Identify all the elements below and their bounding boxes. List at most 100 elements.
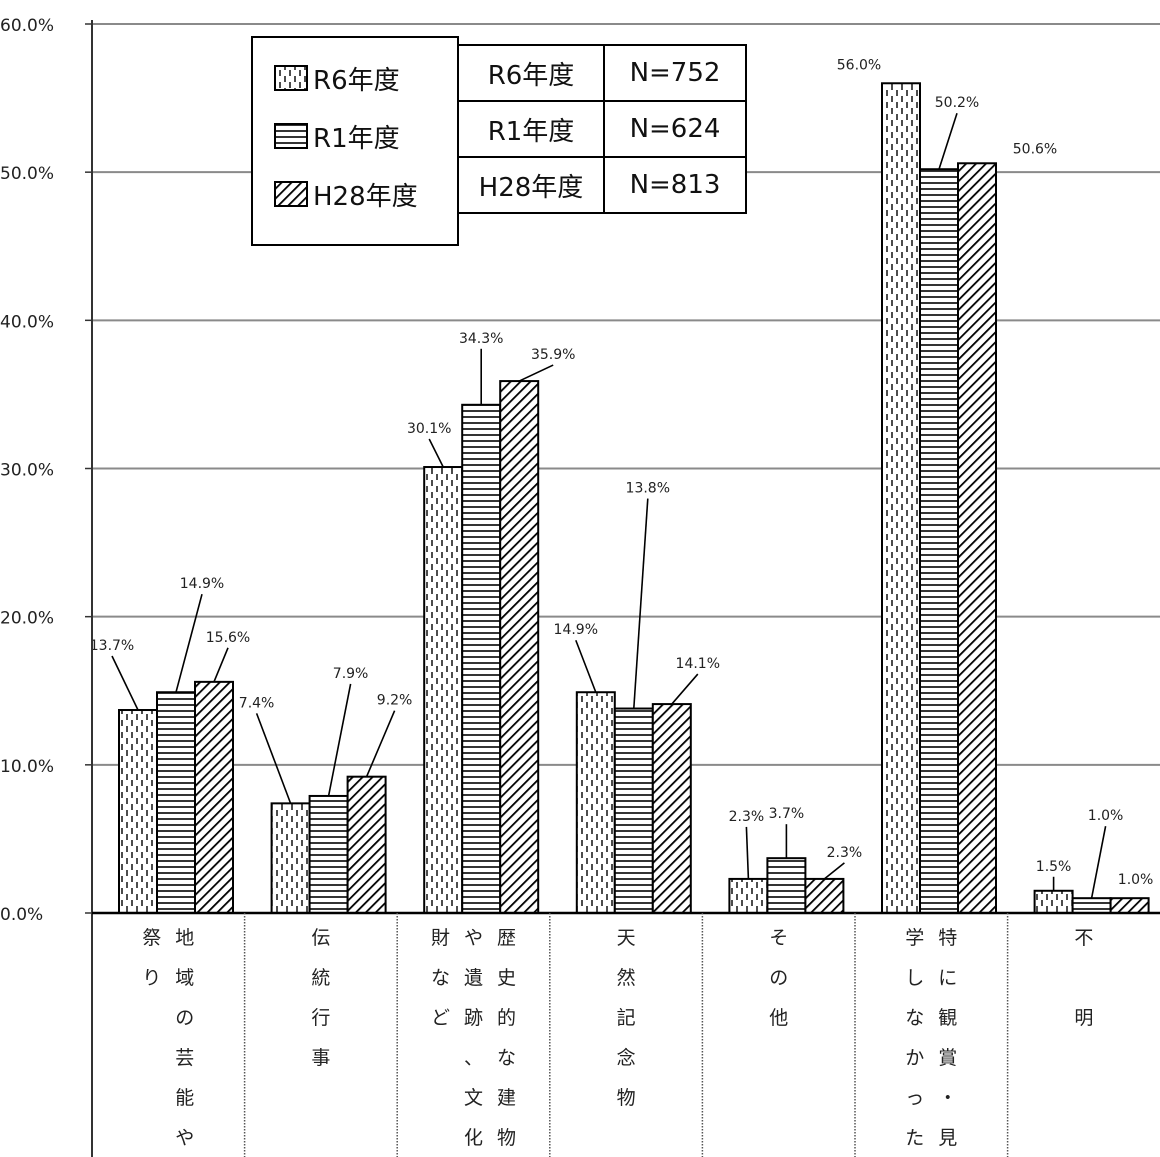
category-label-char: 物 xyxy=(497,1127,516,1149)
bar xyxy=(346,775,387,914)
category-label-char: た xyxy=(905,1127,924,1149)
leader-line xyxy=(213,647,229,683)
leader-line xyxy=(745,826,750,879)
data-label: 15.6% xyxy=(206,630,250,646)
category-label-char: 化 xyxy=(464,1127,483,1149)
y-tick-label: 40.0% xyxy=(0,312,54,332)
category-label-char: 明 xyxy=(1074,1007,1093,1029)
y-tick-label: 60.0% xyxy=(0,16,54,36)
legend-item-h28: H28年度 xyxy=(273,176,418,212)
bar xyxy=(423,466,464,914)
data-label: 14.9% xyxy=(180,576,224,592)
sample-size-row: R6年度 N=752 xyxy=(457,44,747,102)
legend-swatch-diag xyxy=(274,181,308,207)
data-label: 35.9% xyxy=(531,347,575,363)
bar xyxy=(575,691,616,915)
category-label-char: 事 xyxy=(311,1047,330,1069)
data-label: 13.8% xyxy=(626,481,670,497)
category-label-char: 祭 xyxy=(142,927,161,949)
bar xyxy=(1033,889,1074,915)
category-label-char: の xyxy=(175,1007,194,1029)
category-label-char: 建 xyxy=(497,1087,516,1109)
data-labels: 13.7% 14.9% 15.6% 7.4% 7.9% 9.2% 30.1% 34.3% 35.… xyxy=(90,57,1154,899)
year-cell: R6年度 xyxy=(457,44,605,102)
bar xyxy=(651,703,692,915)
axes xyxy=(91,20,1160,1157)
category-label-char: 不 xyxy=(1074,927,1093,949)
data-label: 1.0% xyxy=(1088,808,1124,824)
bar xyxy=(613,707,654,915)
data-label: 14.9% xyxy=(554,622,598,638)
category-label-char: の xyxy=(769,967,788,989)
leader-line xyxy=(175,594,203,693)
leader-line xyxy=(823,862,845,880)
data-label: 50.2% xyxy=(935,95,979,111)
bar xyxy=(156,691,196,915)
data-label: 9.2% xyxy=(377,693,413,709)
leader-line xyxy=(938,112,958,170)
category-label-char: 統 xyxy=(311,967,330,989)
category-label-char: 物 xyxy=(617,1087,636,1109)
year-cell: R1年度 xyxy=(457,100,605,158)
category-label-char: 天 xyxy=(617,927,636,949)
data-label: 2.3% xyxy=(729,809,765,825)
category-label-char: 遺 xyxy=(464,967,483,989)
leader-line xyxy=(518,364,554,382)
category-label-char: な xyxy=(905,1007,924,1029)
category-labels: 地域の芸能や祭り伝統行事歴史的な建物や遺跡、文化財など天然記念物その他特に観賞・… xyxy=(142,927,1093,1149)
legend-label: R6年度 xyxy=(313,65,400,96)
category-label-char: 歴 xyxy=(497,927,516,949)
category-label-char: 然 xyxy=(617,967,636,989)
y-tick-label: 20.0% xyxy=(0,609,54,629)
bar xyxy=(499,380,540,914)
data-label: 56.0% xyxy=(837,57,881,73)
category-label-char: っ xyxy=(905,1087,924,1109)
data-label: 3.7% xyxy=(769,806,805,822)
leader-line xyxy=(327,683,352,797)
bar xyxy=(461,403,502,914)
category-label-char: な xyxy=(431,967,450,989)
legend-swatch-dots xyxy=(274,65,308,91)
bar xyxy=(881,82,921,915)
leader-line xyxy=(428,438,444,468)
y-tick-label: 0.0% xyxy=(0,905,43,925)
data-label: 30.1% xyxy=(407,421,451,437)
data-label: 1.5% xyxy=(1036,859,1072,875)
n-cell: N=624 xyxy=(603,100,747,158)
y-axis-ticks: 0.0% 10.0% 20.0% 30.0% 40.0% 50.0% 60.0% xyxy=(0,16,92,925)
data-label: 2.3% xyxy=(827,845,863,861)
leader-line xyxy=(575,639,597,693)
category-label-char: 史 xyxy=(497,967,516,989)
legend: R6年度 R1年度 H28年度 xyxy=(251,36,459,246)
data-label: 7.4% xyxy=(239,695,275,711)
category-label-char: し xyxy=(905,967,924,989)
bar xyxy=(270,802,311,915)
category-label-char: 伝 xyxy=(311,927,330,949)
legend-item-r1: R1年度 xyxy=(273,118,400,154)
sample-size-table: R6年度 N=752 R1年度 N=624 H28年度 N=813 xyxy=(457,44,747,214)
category-label-char: 文 xyxy=(464,1087,483,1109)
category-label-char: ・ xyxy=(938,1087,957,1109)
category-label-char: 跡 xyxy=(464,1007,483,1029)
category-label-char: 観 xyxy=(938,1007,957,1029)
bar xyxy=(766,857,807,915)
category-label-char: り xyxy=(142,967,161,989)
bar xyxy=(919,168,959,915)
n-cell: N=813 xyxy=(603,156,747,214)
data-label: 14.1% xyxy=(676,656,720,672)
category-label-char: 記 xyxy=(617,1007,636,1029)
legend-label: R1年度 xyxy=(313,123,400,154)
category-label-char: や xyxy=(175,1127,194,1149)
category-label-char: 見 xyxy=(938,1127,957,1149)
legend-item-r6: R6年度 xyxy=(273,60,400,96)
category-label-char: ど xyxy=(431,1007,450,1029)
leader-line xyxy=(255,713,292,804)
data-label: 1.0% xyxy=(1118,872,1154,888)
data-label: 13.7% xyxy=(90,638,134,654)
bar xyxy=(194,680,234,914)
y-tick-label: 50.0% xyxy=(0,164,54,184)
sample-size-row: R1年度 N=624 xyxy=(457,100,747,158)
category-label-char: 、 xyxy=(464,1047,483,1069)
category-label-char: 地 xyxy=(175,927,194,949)
